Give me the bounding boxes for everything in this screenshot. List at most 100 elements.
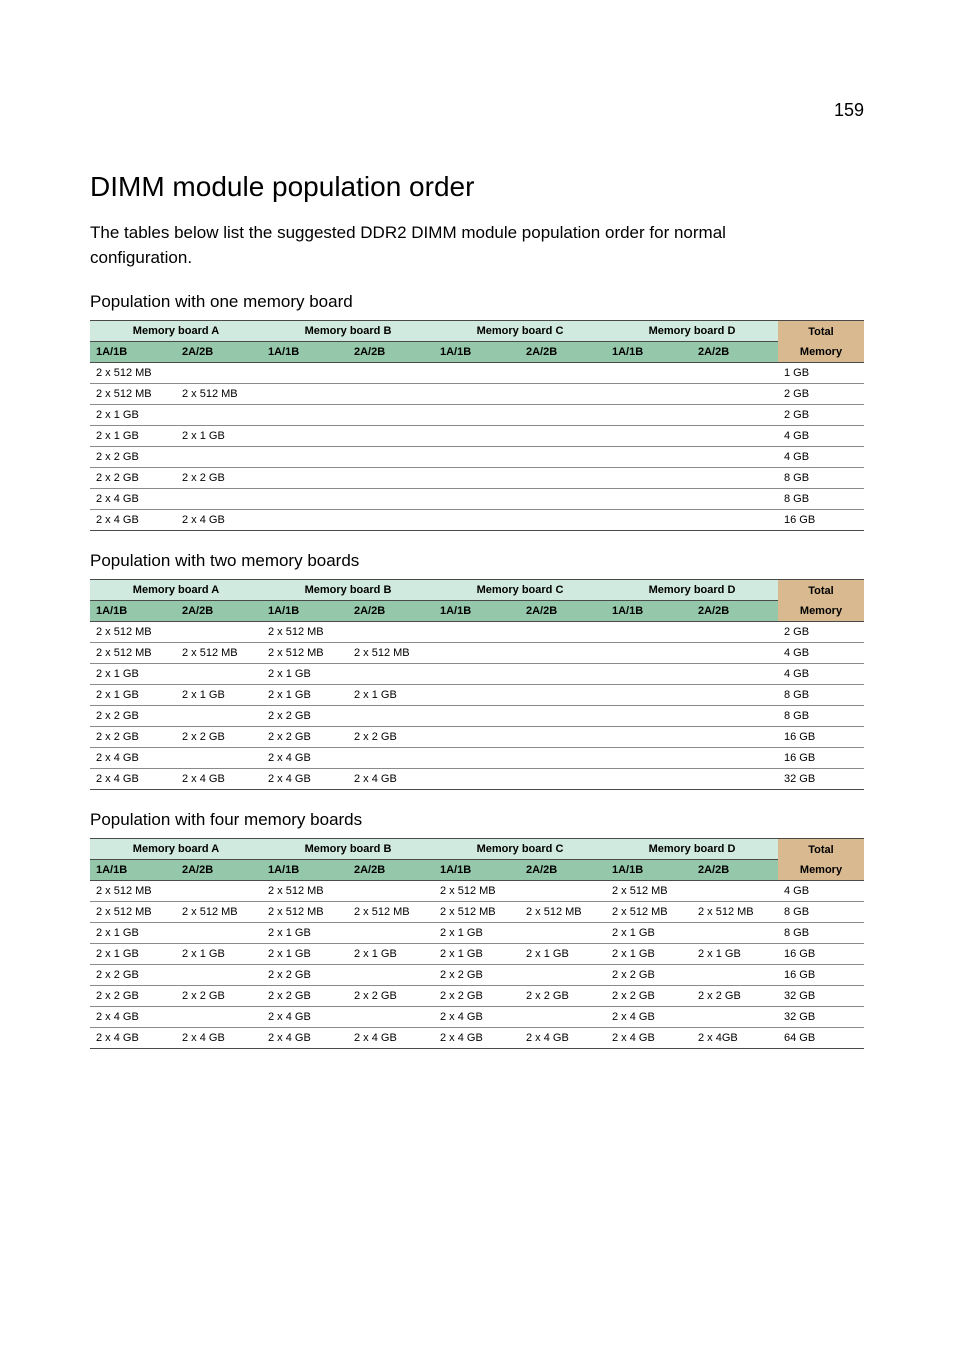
slot-header: 1A/1B bbox=[606, 342, 692, 363]
slot-cell: 2 x 2 GB bbox=[90, 447, 176, 468]
slot-cell: 2 x 1 GB bbox=[434, 923, 520, 944]
slot-cell bbox=[692, 643, 778, 664]
slot-cell: 2 x 2 GB bbox=[90, 986, 176, 1007]
slot-cell: 2 x 4 GB bbox=[520, 1028, 606, 1049]
slot-cell: 2 x 2 GB bbox=[434, 986, 520, 1007]
slot-cell: 2 x 512 MB bbox=[262, 881, 348, 902]
slot-cell bbox=[176, 706, 262, 727]
slot-cell bbox=[262, 510, 348, 531]
slot-cell: 2 x 2 GB bbox=[434, 965, 520, 986]
slot-cell: 2 x 4 GB bbox=[262, 1007, 348, 1028]
slot-cell bbox=[692, 923, 778, 944]
slot-cell: 2 x 4 GB bbox=[262, 1028, 348, 1049]
slot-cell: 2 x 4 GB bbox=[434, 1028, 520, 1049]
memory-table: Memory board AMemory board BMemory board… bbox=[90, 838, 864, 1049]
slot-header: 2A/2B bbox=[692, 860, 778, 881]
slot-cell bbox=[520, 685, 606, 706]
slot-header: 2A/2B bbox=[520, 860, 606, 881]
slot-cell bbox=[692, 405, 778, 426]
slot-cell bbox=[606, 685, 692, 706]
slot-cell: 2 x 4 GB bbox=[90, 1028, 176, 1049]
slot-cell bbox=[692, 447, 778, 468]
slot-cell bbox=[262, 447, 348, 468]
slot-cell bbox=[606, 489, 692, 510]
slot-cell: 2 x 4 GB bbox=[348, 769, 434, 790]
slot-cell: 2 x 1 GB bbox=[90, 923, 176, 944]
table-row: 2 x 512 MB2 x 512 MB2 x 512 MB2 x 512 MB… bbox=[90, 881, 864, 902]
slot-cell bbox=[348, 405, 434, 426]
slot-cell bbox=[520, 923, 606, 944]
page-content: 159 DIMM module population order The tab… bbox=[0, 0, 954, 1129]
slot-cell: 2 x 4 GB bbox=[90, 748, 176, 769]
slot-cell bbox=[606, 405, 692, 426]
slot-cell bbox=[434, 748, 520, 769]
total-cell: 8 GB bbox=[778, 489, 864, 510]
slot-cell bbox=[434, 664, 520, 685]
slot-cell bbox=[348, 622, 434, 643]
slot-cell bbox=[520, 643, 606, 664]
slot-cell: 2 x 2 GB bbox=[606, 965, 692, 986]
total-cell: 8 GB bbox=[778, 706, 864, 727]
slot-cell bbox=[692, 489, 778, 510]
table-row: 2 x 1 GB2 x 1 GB4 GB bbox=[90, 664, 864, 685]
slot-cell: 2 x 512 MB bbox=[176, 384, 262, 405]
total-header: Total bbox=[778, 321, 864, 342]
table-row: 2 x 2 GB2 x 2 GB2 x 2 GB2 x 2 GB16 GB bbox=[90, 727, 864, 748]
slot-cell bbox=[692, 769, 778, 790]
slot-cell bbox=[520, 664, 606, 685]
total-cell: 16 GB bbox=[778, 727, 864, 748]
slot-header: 1A/1B bbox=[606, 601, 692, 622]
slot-cell bbox=[434, 643, 520, 664]
total-cell: 2 GB bbox=[778, 622, 864, 643]
table-row: 2 x 512 MB2 x 512 MB2 x 512 MB2 x 512 MB… bbox=[90, 643, 864, 664]
slot-header: 2A/2B bbox=[520, 342, 606, 363]
slot-cell: 2 x 4 GB bbox=[434, 1007, 520, 1028]
slot-cell bbox=[606, 706, 692, 727]
slot-cell bbox=[434, 489, 520, 510]
board-header: Memory board D bbox=[606, 839, 778, 860]
slot-cell bbox=[692, 685, 778, 706]
slot-cell: 2 x 2 GB bbox=[90, 706, 176, 727]
slot-header: 1A/1B bbox=[262, 860, 348, 881]
slot-cell bbox=[176, 405, 262, 426]
slot-cell: 2 x 1 GB bbox=[520, 944, 606, 965]
total-cell: 8 GB bbox=[778, 923, 864, 944]
slot-cell: 2 x 1 GB bbox=[606, 944, 692, 965]
slot-cell bbox=[434, 384, 520, 405]
slot-cell: 2 x 512 MB bbox=[90, 384, 176, 405]
total-cell: 8 GB bbox=[778, 902, 864, 923]
slot-cell bbox=[520, 748, 606, 769]
slot-cell bbox=[434, 685, 520, 706]
table-row: 2 x 4 GB2 x 4 GB2 x 4 GB2 x 4 GB32 GB bbox=[90, 769, 864, 790]
table-row: 2 x 512 MB1 GB bbox=[90, 363, 864, 384]
slot-cell: 2 x 2 GB bbox=[90, 468, 176, 489]
slot-cell bbox=[692, 468, 778, 489]
memory-header: Memory bbox=[778, 601, 864, 622]
slot-cell bbox=[348, 447, 434, 468]
slot-cell: 2 x 4 GB bbox=[90, 1007, 176, 1028]
slot-header: 2A/2B bbox=[348, 601, 434, 622]
table-row: 2 x 1 GB2 x 1 GB4 GB bbox=[90, 426, 864, 447]
slot-cell: 2 x 1 GB bbox=[348, 944, 434, 965]
slot-cell bbox=[520, 706, 606, 727]
table-row: 2 x 512 MB2 x 512 MB2 x 512 MB2 x 512 MB… bbox=[90, 902, 864, 923]
slot-cell: 2 x 4 GB bbox=[90, 510, 176, 531]
total-header: Total bbox=[778, 839, 864, 860]
slot-cell bbox=[606, 363, 692, 384]
memory-table: Memory board AMemory board BMemory board… bbox=[90, 579, 864, 790]
total-cell: 32 GB bbox=[778, 1007, 864, 1028]
slot-cell bbox=[348, 881, 434, 902]
slot-cell bbox=[348, 384, 434, 405]
slot-header: 1A/1B bbox=[90, 860, 176, 881]
slot-cell bbox=[520, 468, 606, 489]
total-cell: 4 GB bbox=[778, 643, 864, 664]
slot-cell bbox=[606, 447, 692, 468]
slot-cell bbox=[520, 622, 606, 643]
slot-header: 2A/2B bbox=[348, 342, 434, 363]
board-header: Memory board C bbox=[434, 580, 606, 601]
slot-cell: 2 x 2 GB bbox=[348, 727, 434, 748]
slot-cell bbox=[176, 1007, 262, 1028]
slot-cell: 2 x 1 GB bbox=[176, 685, 262, 706]
table-row: 2 x 1 GB2 x 1 GB2 x 1 GB2 x 1 GB8 GB bbox=[90, 923, 864, 944]
slot-cell: 2 x 1 GB bbox=[90, 685, 176, 706]
